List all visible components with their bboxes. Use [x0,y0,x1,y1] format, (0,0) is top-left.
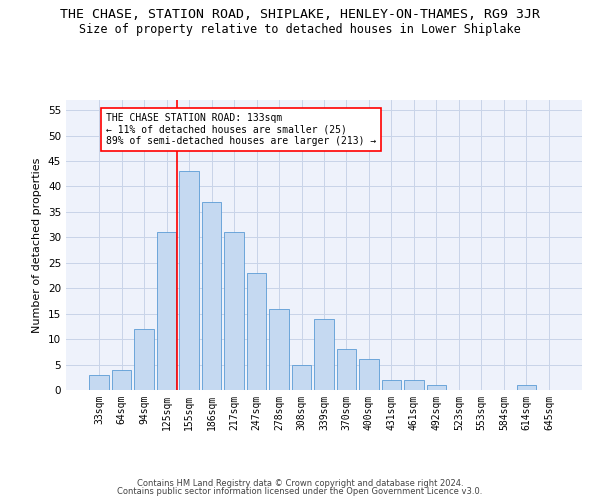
Bar [314,319,334,390]
Bar [292,364,311,390]
Text: Size of property relative to detached houses in Lower Shiplake: Size of property relative to detached ho… [79,22,521,36]
Text: THE CHASE STATION ROAD: 133sqm
← 11% of detached houses are smaller (25)
89% of : THE CHASE STATION ROAD: 133sqm ← 11% of … [106,112,376,146]
Text: THE CHASE, STATION ROAD, SHIPLAKE, HENLEY-ON-THAMES, RG9 3JR: THE CHASE, STATION ROAD, SHIPLAKE, HENLE… [60,8,540,20]
Bar [404,380,424,390]
Y-axis label: Number of detached properties: Number of detached properties [32,158,43,332]
Bar [359,360,379,390]
Bar [247,273,266,390]
Bar [89,374,109,390]
Bar [112,370,131,390]
Bar [224,232,244,390]
Bar [202,202,221,390]
Text: Contains public sector information licensed under the Open Government Licence v3: Contains public sector information licen… [118,487,482,496]
Bar [517,385,536,390]
Bar [337,350,356,390]
Text: Contains HM Land Registry data © Crown copyright and database right 2024.: Contains HM Land Registry data © Crown c… [137,478,463,488]
Bar [269,308,289,390]
Bar [427,385,446,390]
Bar [382,380,401,390]
Bar [157,232,176,390]
Bar [179,171,199,390]
Bar [134,329,154,390]
